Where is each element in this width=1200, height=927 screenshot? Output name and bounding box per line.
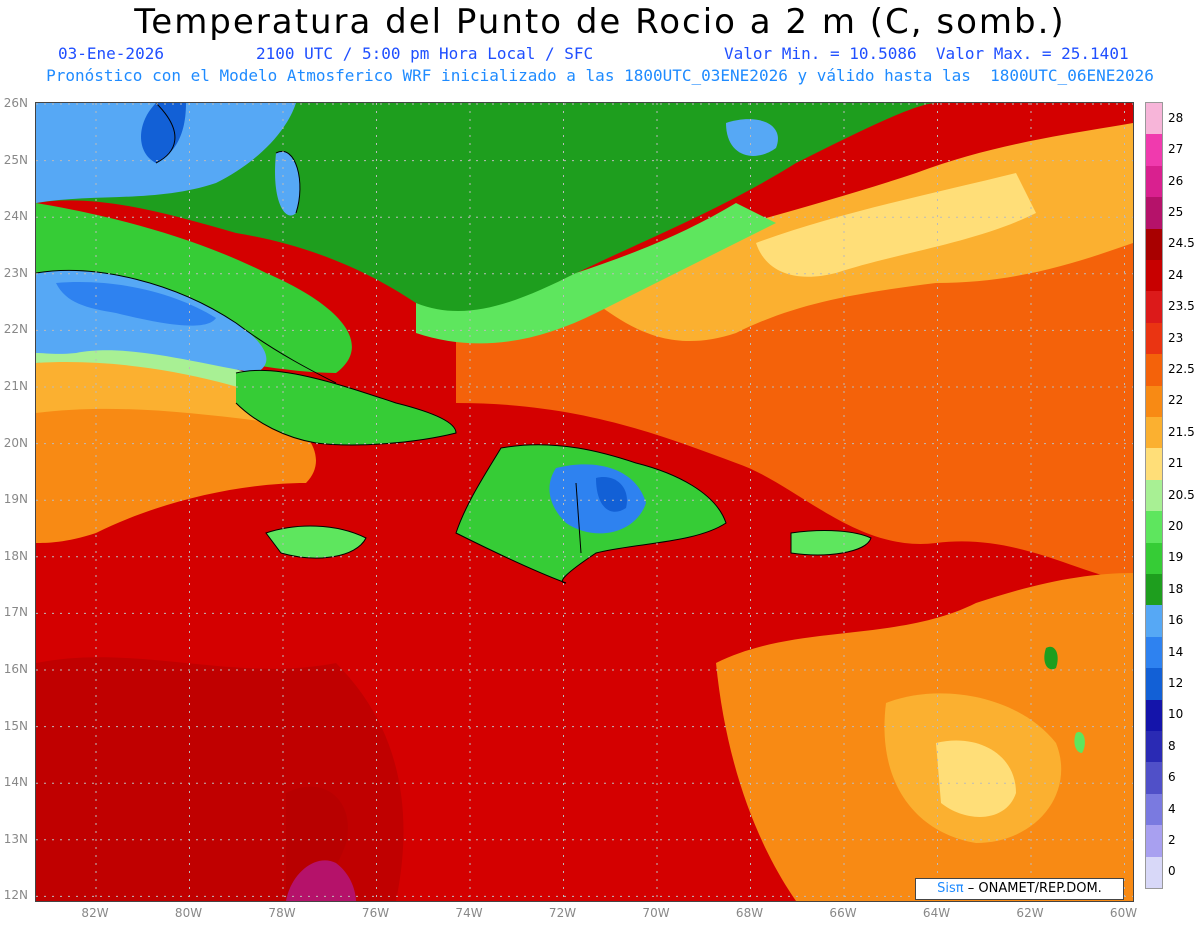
colorbar-label: 23.5 — [1168, 299, 1195, 314]
colorbar-segment — [1146, 322, 1162, 355]
date-label: 03-Ene-2026 — [58, 44, 164, 63]
colorbar-label: 18 — [1168, 581, 1184, 596]
colorbar-label: 25 — [1168, 204, 1184, 219]
colorbar-segment — [1146, 228, 1162, 260]
dewpoint-map[interactable] — [35, 102, 1134, 902]
colorbar-label: 27 — [1168, 142, 1184, 157]
lat-label: 17N — [3, 605, 28, 620]
lon-label: 82W — [81, 906, 109, 920]
lon-label: 62W — [1016, 906, 1044, 920]
lon-label: 80W — [174, 906, 203, 920]
lat-label: 16N — [3, 662, 28, 676]
credit-brand: Sisπ — [937, 881, 964, 896]
lon-label: 76W — [361, 906, 390, 920]
colorbar-segment — [1146, 668, 1162, 700]
colorbar-segment — [1146, 605, 1162, 637]
colorbar-label: 24 — [1168, 267, 1184, 282]
colorbar-label: 8 — [1168, 738, 1176, 753]
credit-org: – ONAMET/REP.DOM. — [967, 881, 1102, 896]
colorbar-label: 26 — [1168, 173, 1184, 188]
lat-label: 23N — [3, 265, 28, 280]
lon-label: 64W — [922, 906, 951, 920]
colorbar-segment — [1146, 793, 1162, 826]
lat-label: 21N — [3, 379, 28, 393]
colorbar-label: 22.5 — [1168, 361, 1195, 376]
colorbar-label: 14 — [1168, 644, 1184, 659]
lat-label: 12N — [3, 888, 28, 903]
colorbar-segment — [1146, 103, 1162, 135]
colorbar-label: 20.5 — [1168, 487, 1195, 502]
colorbar-label: 20 — [1168, 518, 1184, 533]
lon-label: 68W — [735, 906, 764, 920]
lat-label: 25N — [3, 152, 28, 167]
lat-label: 15N — [3, 718, 28, 733]
colorbar-segment — [1146, 260, 1162, 292]
colorbar — [1145, 102, 1163, 889]
credit-box: Sisπ – ONAMET/REP.DOM. — [915, 878, 1124, 900]
colorbar-label: 24.5 — [1168, 236, 1195, 251]
lon-label: 74W — [455, 906, 483, 920]
colorbar-segment — [1146, 479, 1162, 512]
colorbar-segment — [1146, 197, 1162, 229]
colorbar-label: 21 — [1168, 456, 1184, 471]
colorbar-label: 23 — [1168, 330, 1184, 345]
lon-label: 70W — [642, 906, 670, 920]
lon-label: 78W — [268, 906, 296, 920]
colorbar-segment — [1146, 636, 1162, 669]
colorbar-segment — [1146, 511, 1162, 543]
time-label: 2100 UTC / 5:00 pm Hora Local / SFC — [256, 44, 594, 63]
lat-label: 24N — [3, 209, 28, 224]
map-title: Temperatura del Punto de Rocio a 2 m (C,… — [134, 2, 1066, 42]
model-info-label: Pronóstico con el Modelo Atmosferico WRF… — [46, 66, 1154, 85]
colorbar-segment — [1146, 856, 1162, 888]
colorbar-label: 12 — [1168, 675, 1184, 690]
colorbar-segment — [1146, 825, 1162, 857]
colorbar-segment — [1146, 354, 1162, 386]
colorbar-label: 28 — [1168, 110, 1184, 125]
minmax-label: Valor Min. = 10.5086 Valor Max. = 25.140… — [724, 44, 1129, 63]
colorbar-segment — [1146, 731, 1162, 763]
colorbar-segment — [1146, 134, 1162, 166]
colorbar-label: 2 — [1168, 832, 1176, 847]
lat-label: 18N — [3, 548, 28, 563]
lat-label: 19N — [3, 492, 28, 507]
lon-label: 66W — [829, 906, 857, 920]
lon-label: 72W — [548, 906, 577, 920]
colorbar-segment — [1146, 417, 1162, 449]
colorbar-label: 4 — [1168, 801, 1176, 816]
colorbar-segment — [1146, 762, 1162, 794]
colorbar-segment — [1146, 385, 1162, 417]
colorbar-label: 19 — [1168, 550, 1184, 565]
colorbar-segment — [1146, 542, 1162, 574]
lat-label: 22N — [3, 322, 28, 337]
colorbar-label: 21.5 — [1168, 424, 1195, 439]
colorbar-label: 10 — [1168, 707, 1184, 722]
lon-label: 60W — [1109, 906, 1138, 920]
lat-label: 14N — [3, 775, 28, 790]
lat-label: 20N — [3, 435, 28, 450]
colorbar-segment — [1146, 291, 1162, 323]
colorbar-label: 6 — [1168, 770, 1176, 785]
colorbar-segment — [1146, 448, 1162, 480]
colorbar-label: 22 — [1168, 393, 1184, 408]
colorbar-label: 0 — [1168, 864, 1176, 879]
colorbar-segment — [1146, 165, 1162, 198]
colorbar-segment — [1146, 574, 1162, 606]
colorbar-segment — [1146, 699, 1162, 731]
lat-label: 26N — [3, 96, 28, 110]
lat-label: 13N — [3, 831, 28, 846]
colorbar-label: 16 — [1168, 613, 1184, 628]
